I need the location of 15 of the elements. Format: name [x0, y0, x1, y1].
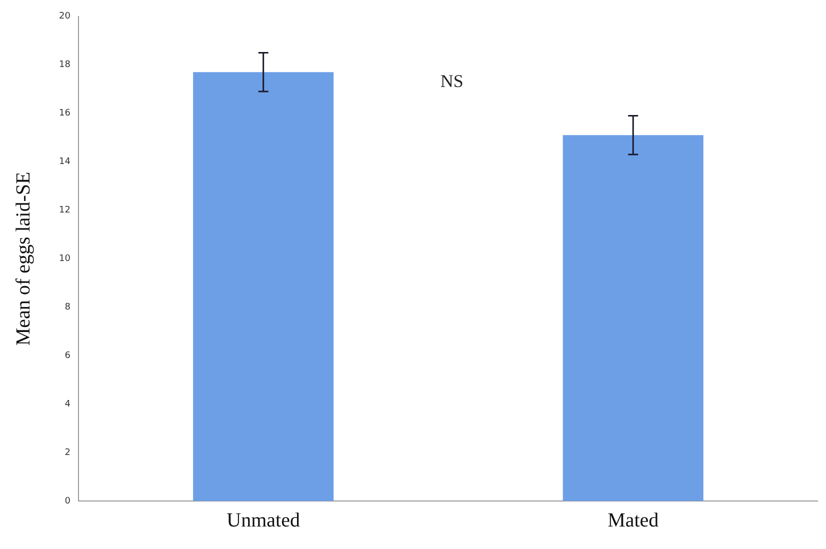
- y-tick-label: 18: [59, 60, 71, 70]
- y-tick-label: 14: [59, 157, 71, 168]
- y-tick-label: 4: [64, 399, 71, 410]
- y-tick-label: 6: [64, 350, 71, 361]
- y-tick-label: 12: [59, 206, 70, 216]
- y-tick-label: 0: [64, 496, 71, 506]
- y-tick-label: 20: [59, 12, 71, 22]
- y-tick-label: 10: [59, 254, 71, 264]
- x-tick-label: Unmated: [226, 509, 300, 532]
- y-tick-label: 2: [64, 448, 70, 458]
- x-tick-label: Mated: [608, 509, 659, 532]
- y-tick-label: 8: [64, 302, 71, 313]
- y-tick-label: 16: [59, 108, 71, 119]
- annotation: NS: [440, 71, 464, 92]
- y-axis-title: Mean of eggs laid-SE: [12, 172, 34, 346]
